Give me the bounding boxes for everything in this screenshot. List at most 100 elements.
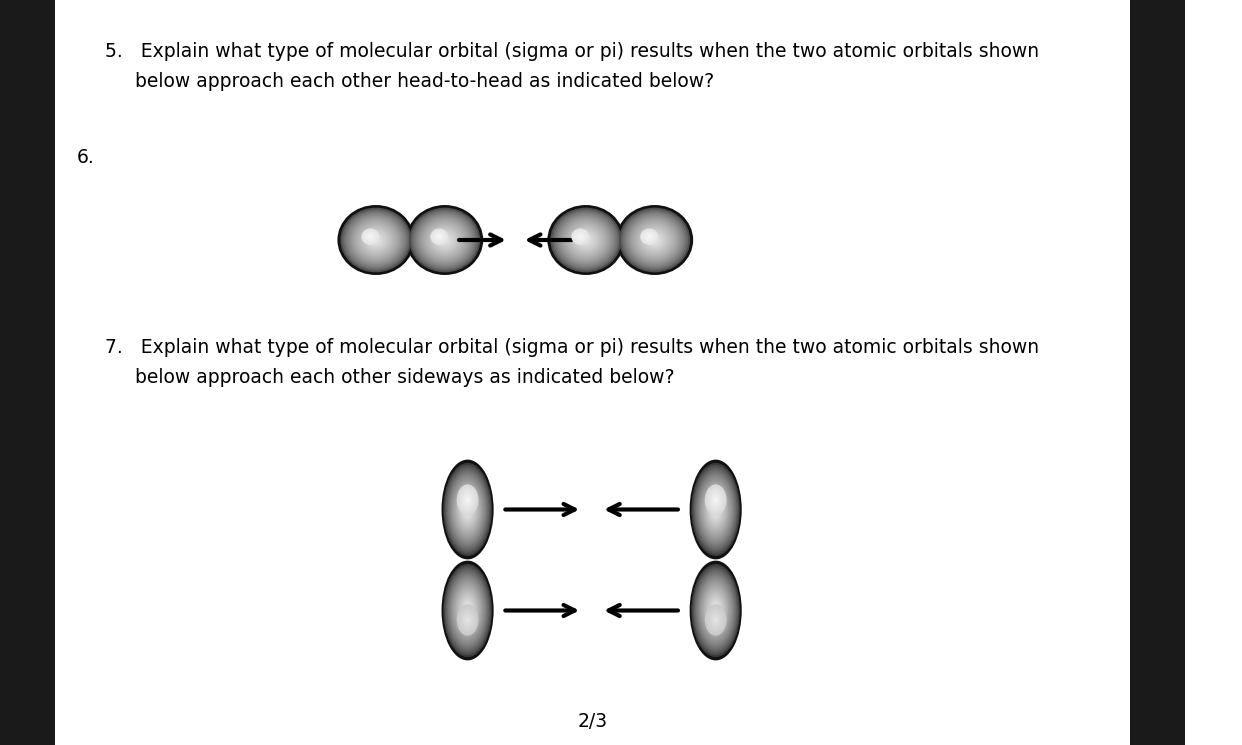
Ellipse shape	[630, 218, 679, 263]
Ellipse shape	[457, 606, 478, 635]
Ellipse shape	[555, 212, 616, 267]
Ellipse shape	[462, 600, 473, 621]
Ellipse shape	[692, 463, 740, 556]
Ellipse shape	[466, 608, 468, 613]
Text: 6.: 6.	[76, 148, 94, 167]
Ellipse shape	[436, 232, 453, 248]
Ellipse shape	[463, 615, 471, 625]
Ellipse shape	[466, 507, 468, 512]
Ellipse shape	[638, 226, 671, 255]
Ellipse shape	[708, 494, 724, 524]
Ellipse shape	[425, 222, 465, 258]
Text: 7.   Explain what type of molecular orbital (sigma or pi) results when the two a: 7. Explain what type of molecular orbita…	[106, 338, 1040, 357]
Ellipse shape	[700, 480, 732, 539]
Ellipse shape	[437, 234, 442, 239]
Ellipse shape	[550, 208, 621, 273]
Ellipse shape	[443, 463, 492, 556]
Ellipse shape	[374, 238, 378, 241]
Ellipse shape	[714, 507, 717, 512]
Ellipse shape	[704, 484, 727, 516]
Ellipse shape	[625, 212, 684, 267]
Ellipse shape	[420, 218, 469, 263]
Ellipse shape	[561, 218, 611, 263]
Ellipse shape	[340, 208, 411, 273]
Ellipse shape	[700, 580, 732, 641]
Ellipse shape	[461, 611, 474, 630]
Ellipse shape	[466, 497, 469, 503]
Ellipse shape	[450, 577, 486, 644]
Ellipse shape	[712, 495, 719, 505]
Bar	[0, 0, 56, 745]
Ellipse shape	[433, 232, 445, 241]
Ellipse shape	[365, 232, 376, 241]
Ellipse shape	[699, 579, 733, 642]
Ellipse shape	[457, 604, 478, 635]
Ellipse shape	[707, 492, 724, 527]
Ellipse shape	[559, 216, 612, 264]
Ellipse shape	[447, 470, 488, 548]
Ellipse shape	[574, 229, 599, 251]
Text: below approach each other head-to-head as indicated below?: below approach each other head-to-head a…	[106, 72, 714, 91]
Ellipse shape	[626, 214, 683, 266]
Ellipse shape	[430, 229, 448, 245]
Ellipse shape	[702, 584, 729, 637]
Ellipse shape	[450, 476, 486, 543]
Ellipse shape	[457, 590, 478, 631]
Ellipse shape	[366, 232, 375, 241]
Ellipse shape	[705, 592, 725, 630]
Ellipse shape	[366, 232, 385, 248]
Ellipse shape	[564, 221, 607, 259]
Ellipse shape	[453, 584, 482, 637]
Ellipse shape	[457, 486, 478, 514]
Ellipse shape	[351, 218, 401, 263]
Ellipse shape	[704, 487, 728, 532]
Ellipse shape	[710, 492, 722, 508]
Ellipse shape	[551, 209, 620, 270]
Ellipse shape	[467, 498, 468, 501]
Bar	[1130, 0, 1185, 745]
Ellipse shape	[458, 492, 477, 527]
Ellipse shape	[431, 227, 460, 253]
Ellipse shape	[460, 595, 476, 626]
Ellipse shape	[694, 569, 737, 652]
Ellipse shape	[712, 613, 720, 627]
Ellipse shape	[445, 568, 491, 653]
Ellipse shape	[568, 224, 604, 256]
Ellipse shape	[707, 594, 724, 627]
Ellipse shape	[435, 232, 443, 241]
Ellipse shape	[461, 496, 474, 523]
Text: 5.   Explain what type of molecular orbital (sigma or pi) results when the two a: 5. Explain what type of molecular orbita…	[106, 42, 1040, 61]
Ellipse shape	[447, 571, 488, 650]
Ellipse shape	[466, 618, 469, 623]
Ellipse shape	[643, 232, 655, 241]
Ellipse shape	[622, 211, 687, 269]
Ellipse shape	[463, 501, 472, 517]
Ellipse shape	[703, 485, 729, 534]
Ellipse shape	[451, 478, 484, 542]
Ellipse shape	[466, 505, 469, 514]
Ellipse shape	[575, 232, 586, 241]
Ellipse shape	[628, 216, 682, 264]
Ellipse shape	[714, 498, 717, 501]
Ellipse shape	[646, 232, 663, 248]
Ellipse shape	[455, 485, 481, 534]
Ellipse shape	[465, 504, 471, 516]
Ellipse shape	[643, 231, 656, 242]
Ellipse shape	[463, 493, 472, 507]
Ellipse shape	[558, 214, 615, 266]
Ellipse shape	[453, 583, 482, 638]
Ellipse shape	[451, 579, 484, 642]
Ellipse shape	[416, 214, 473, 266]
Ellipse shape	[419, 216, 472, 264]
Ellipse shape	[697, 474, 734, 545]
Ellipse shape	[369, 235, 373, 238]
Ellipse shape	[427, 224, 462, 256]
Ellipse shape	[645, 230, 666, 250]
Ellipse shape	[465, 604, 471, 617]
Ellipse shape	[460, 488, 476, 512]
Ellipse shape	[647, 233, 662, 247]
Ellipse shape	[443, 238, 447, 241]
Ellipse shape	[446, 569, 489, 652]
Ellipse shape	[580, 235, 591, 245]
Ellipse shape	[437, 235, 441, 238]
